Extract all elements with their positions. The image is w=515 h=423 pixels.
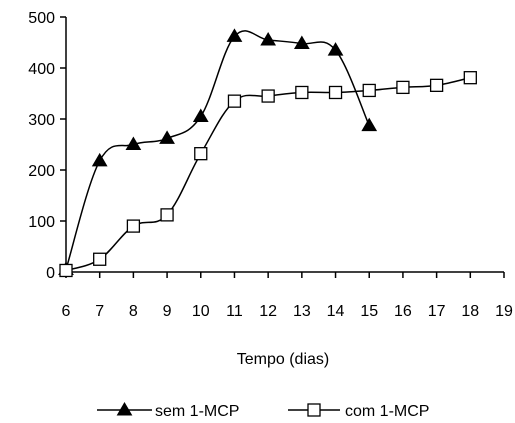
y-tick-label: 500	[28, 10, 55, 27]
x-tick-label: 12	[259, 303, 277, 320]
x-tick-label: 16	[394, 303, 412, 320]
x-tick-label: 13	[293, 303, 311, 320]
series-line-com-1-mcp	[65, 76, 471, 272]
data-point-com-1-mcp	[126, 219, 141, 233]
data-point-sem-1-mcp	[159, 130, 175, 144]
legend-marker	[307, 403, 321, 417]
legend-label: sem 1-MCP	[155, 403, 239, 420]
data-point-com-1-mcp	[194, 147, 208, 161]
data-point-sem-1-mcp	[226, 28, 243, 42]
x-tick-label: 8	[129, 303, 138, 320]
x-axis-title: Tempo (dias)	[237, 351, 329, 368]
data-point-sem-1-mcp	[327, 42, 344, 56]
data-point-sem-1-mcp	[125, 136, 142, 150]
legend-label: com 1-MCP	[345, 403, 429, 420]
plot-area: 0 100 200 300 400 500 6 7 8 9 10 11 12 13 14 15 16 17 18 19	[28, 10, 513, 320]
data-point-com-1-mcp	[463, 71, 477, 85]
data-point-com-1-mcp	[429, 78, 444, 92]
x-tick-label: 17	[428, 303, 446, 320]
x-tick-label: 11	[226, 303, 243, 320]
data-point-com-1-mcp	[160, 208, 174, 222]
y-tick-label: 400	[28, 61, 55, 78]
y-tick-label: 100	[28, 214, 55, 231]
data-point-sem-1-mcp	[361, 117, 378, 132]
legend-marker	[116, 402, 133, 416]
y-tick-label: 300	[28, 112, 55, 129]
data-point-com-1-mcp	[59, 263, 73, 278]
data-point-sem-1-mcp	[260, 31, 277, 46]
data-point-sem-1-mcp	[192, 108, 209, 122]
data-point-com-1-mcp	[396, 80, 410, 95]
y-tick-label: 200	[28, 163, 55, 180]
x-tick-label: 10	[192, 303, 210, 320]
series-sem-1-mcp	[58, 28, 378, 275]
legend-item-sem-1-mcp: sem 1-MCP	[97, 402, 239, 420]
x-tick-label: 9	[163, 303, 172, 320]
data-point-sem-1-mcp	[293, 35, 310, 50]
data-point-com-1-mcp	[261, 89, 275, 103]
legend: sem 1-MCP com 1-MCP	[97, 402, 429, 420]
data-point-com-1-mcp	[362, 83, 376, 98]
data-point-sem-1-mcp	[91, 152, 108, 167]
data-point-com-1-mcp	[93, 252, 107, 266]
data-point-com-1-mcp	[295, 85, 309, 100]
data-point-com-1-mcp	[328, 85, 343, 100]
x-tick-label: 18	[461, 303, 479, 320]
x-tick-label: 7	[95, 303, 104, 320]
series-line-sem-1-mcp	[65, 30, 370, 270]
x-tick-label: 19	[495, 303, 513, 320]
x-tick-label: 14	[327, 303, 345, 320]
data-point-com-1-mcp	[227, 94, 242, 108]
x-tick-label: 15	[360, 303, 378, 320]
series-com-1-mcp	[59, 71, 477, 278]
x-tick-label: 6	[62, 303, 71, 320]
y-tick-label: 0	[46, 265, 55, 282]
legend-item-com-1-mcp: com 1-MCP	[288, 403, 429, 420]
